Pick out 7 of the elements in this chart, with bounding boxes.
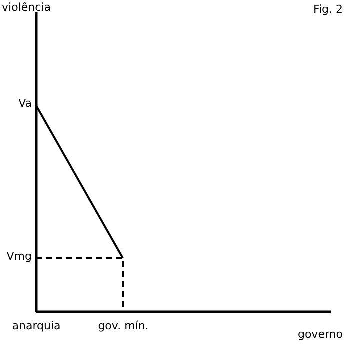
text: governo (298, 328, 344, 341)
annotation: Va (18, 97, 32, 110)
caption: Fig. 2 (313, 3, 343, 16)
x-tick-label: gov. mín. (98, 320, 149, 332)
x-tick-label: anarquia (12, 320, 61, 332)
text: violência (2, 1, 51, 14)
annotation: Vmg (6, 250, 32, 264)
